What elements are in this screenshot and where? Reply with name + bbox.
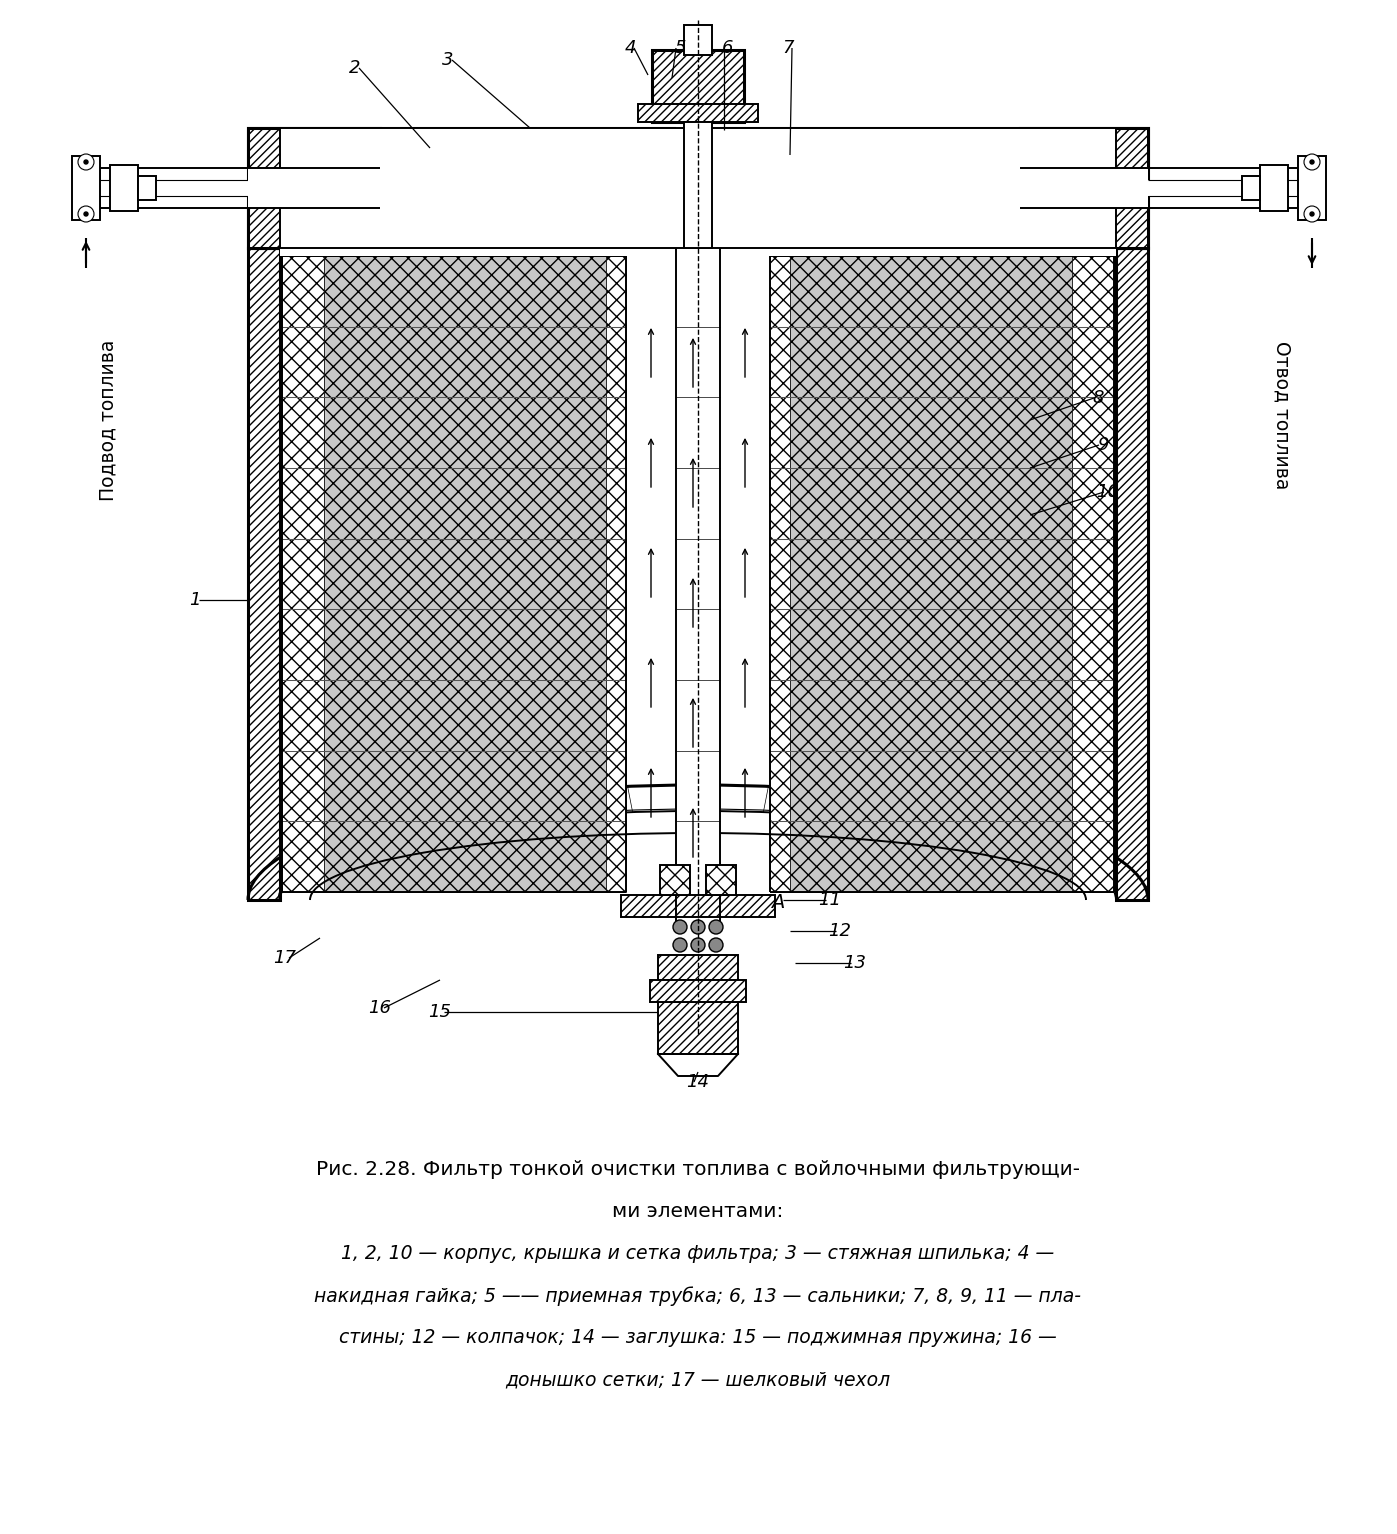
- Text: донышко сетки; 17 — шелковый чехол: донышко сетки; 17 — шелковый чехол: [506, 1370, 890, 1388]
- Text: 10: 10: [1097, 483, 1119, 502]
- Text: Рис. 2.28. Фильтр тонкой очистки топлива с войлочными фильтрующи-: Рис. 2.28. Фильтр тонкой очистки топлива…: [316, 1160, 1080, 1180]
- Bar: [1260, 166, 1288, 212]
- Text: 5: 5: [675, 38, 686, 57]
- Bar: [101, 179, 249, 196]
- Circle shape: [710, 937, 724, 953]
- Bar: [719, 249, 1116, 256]
- Text: 1: 1: [189, 591, 201, 609]
- Text: Подвод топлива: Подвод топлива: [99, 339, 117, 500]
- Bar: [249, 127, 1148, 249]
- Bar: [606, 256, 626, 891]
- Text: 7: 7: [782, 38, 793, 57]
- Bar: [650, 980, 746, 1002]
- Text: 8: 8: [1092, 390, 1104, 407]
- Bar: [1298, 156, 1326, 219]
- Bar: [658, 956, 738, 980]
- Bar: [1020, 127, 1148, 249]
- Bar: [1016, 169, 1148, 209]
- Bar: [249, 169, 386, 209]
- Circle shape: [78, 206, 94, 222]
- Bar: [249, 249, 279, 900]
- Text: 11: 11: [819, 891, 841, 910]
- Text: 12: 12: [828, 922, 852, 940]
- Bar: [73, 156, 101, 219]
- Bar: [282, 256, 324, 891]
- Text: 3: 3: [443, 51, 454, 69]
- Polygon shape: [249, 785, 1148, 900]
- Text: 14: 14: [686, 1072, 710, 1091]
- Bar: [249, 127, 380, 249]
- Bar: [1242, 176, 1260, 199]
- Bar: [1071, 256, 1113, 891]
- Bar: [1020, 127, 1148, 249]
- Text: ми элементами:: ми элементами:: [612, 1203, 784, 1221]
- Text: накидная гайка; 5 —— приемная трубка; 6, 13 — сальники; 7, 8, 9, 11 — пла-: накидная гайка; 5 —— приемная трубка; 6,…: [314, 1285, 1081, 1305]
- Circle shape: [84, 212, 88, 216]
- Text: 2: 2: [349, 58, 360, 77]
- Circle shape: [1303, 153, 1320, 170]
- Text: 17: 17: [274, 950, 296, 966]
- Text: стины; 12 — колпачок; 14 — заглушка: 15 — поджимная пружина; 16 —: стины; 12 — колпачок; 14 — заглушка: 15 …: [339, 1328, 1058, 1347]
- Circle shape: [710, 920, 724, 934]
- Text: A: A: [771, 893, 785, 913]
- Bar: [101, 169, 249, 209]
- Text: 4: 4: [624, 38, 636, 57]
- Bar: [685, 25, 712, 55]
- Bar: [652, 51, 745, 123]
- Bar: [1116, 249, 1148, 900]
- Text: Отвод топлива: Отвод топлива: [1273, 341, 1291, 489]
- Bar: [1148, 169, 1298, 209]
- Circle shape: [84, 160, 88, 164]
- Bar: [658, 1002, 738, 1054]
- Text: 1, 2, 10 — корпус, крышка и сетка фильтра; 3 — стяжная шпилька; 4 —: 1, 2, 10 — корпус, крышка и сетка фильтр…: [341, 1244, 1055, 1262]
- Bar: [770, 256, 789, 891]
- Text: 13: 13: [844, 954, 866, 973]
- Bar: [622, 894, 775, 917]
- Bar: [279, 127, 1116, 249]
- Bar: [101, 169, 249, 209]
- Bar: [789, 256, 1071, 891]
- Circle shape: [673, 920, 687, 934]
- Text: 16: 16: [369, 999, 391, 1017]
- Bar: [685, 123, 712, 249]
- Bar: [676, 123, 719, 930]
- Text: 9: 9: [1097, 436, 1109, 454]
- Circle shape: [692, 920, 705, 934]
- Circle shape: [78, 153, 94, 170]
- Bar: [659, 865, 690, 894]
- Text: 15: 15: [429, 1003, 451, 1022]
- Circle shape: [673, 937, 687, 953]
- Bar: [652, 51, 745, 123]
- Circle shape: [692, 937, 705, 953]
- Bar: [110, 166, 138, 212]
- Text: 6: 6: [722, 38, 733, 57]
- Circle shape: [1310, 212, 1315, 216]
- Bar: [249, 127, 380, 249]
- Circle shape: [1310, 160, 1315, 164]
- Bar: [279, 249, 676, 256]
- Bar: [685, 123, 712, 249]
- Circle shape: [1303, 206, 1320, 222]
- Bar: [638, 104, 759, 123]
- Bar: [324, 256, 606, 891]
- Bar: [138, 176, 156, 199]
- Bar: [705, 865, 736, 894]
- Bar: [1148, 169, 1298, 209]
- Bar: [1148, 179, 1298, 196]
